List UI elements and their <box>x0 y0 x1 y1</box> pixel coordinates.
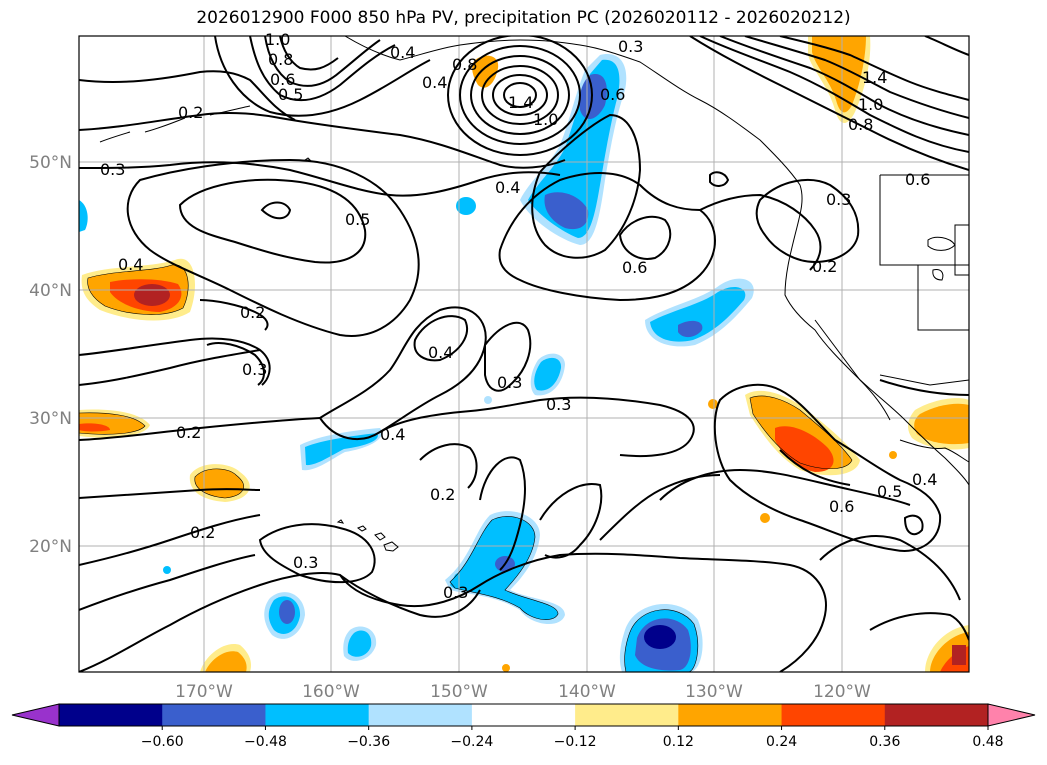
contour-label: 0.4 <box>912 470 937 489</box>
contour-label: 0.3 <box>242 360 267 379</box>
contour-label: 0.8 <box>452 55 477 74</box>
contour-label: 0.3 <box>546 395 571 414</box>
contour-label: 1.4 <box>508 93 533 112</box>
contour-label: 0.5 <box>877 482 902 501</box>
precip-outlines <box>79 264 853 672</box>
colorbar-cell <box>471 704 576 726</box>
lon-label-150w: 150°W <box>430 682 488 702</box>
graticule <box>79 36 969 672</box>
colorbar-tick-label: −0.24 <box>450 734 493 750</box>
contour-labels: 1.0 0.8 0.6 0.5 0.4 0.2 0.3 0.5 0.4 0.2 … <box>100 30 937 602</box>
lon-label-120w: 120°W <box>813 682 871 702</box>
contour-label: 0.2 <box>190 523 215 542</box>
contour-label: 0.3 <box>618 37 643 56</box>
colorbar-tick-label: 0.48 <box>972 734 1003 750</box>
lon-label-140w: 140°W <box>558 682 616 702</box>
colorbar-tick-label: 0.24 <box>766 734 797 750</box>
colorbar-cell <box>265 704 370 726</box>
colorbar-cell <box>781 704 886 726</box>
contour-label: 0.2 <box>176 423 201 442</box>
contour-label: 0.3 <box>443 583 468 602</box>
coastlines <box>99 36 969 552</box>
contour-label: 0.4 <box>390 43 415 62</box>
colorbar-tick-label: 0.36 <box>869 734 900 750</box>
contour-label: 1.4 <box>862 68 887 87</box>
colorbar-cell <box>59 704 163 726</box>
contour-label: 0.4 <box>428 343 453 362</box>
colorbar-cell <box>575 704 679 726</box>
colorbar-tick-label: −0.48 <box>244 734 287 750</box>
lat-label-30n: 30°N <box>29 409 72 429</box>
colorbar-extend-max <box>987 703 1036 727</box>
contour-label: 0.3 <box>826 190 851 209</box>
contour-label: 0.3 <box>497 373 522 392</box>
plot-title: 2026012900 F000 850 hPa PV, precipitatio… <box>196 8 851 28</box>
precip-negative-shading <box>79 54 754 672</box>
contour-label: 0.6 <box>829 497 854 516</box>
contour-label: 0.6 <box>600 85 625 104</box>
contour-label: 0.8 <box>268 50 293 69</box>
pv-contours <box>79 36 969 672</box>
contour-label: 1.0 <box>858 95 883 114</box>
colorbar: −0.60 −0.48 −0.36 −0.24 −0.12 0.12 0.24 0.36 0.4… <box>11 703 1036 750</box>
contour-label: 0.5 <box>278 85 303 104</box>
colorbar-cell <box>368 704 473 726</box>
contour-label: 0.2 <box>430 485 455 504</box>
contour-label: 0.3 <box>293 553 318 572</box>
colorbar-tick-label: 0.12 <box>663 734 694 750</box>
latitude-labels: 50°N 40°N 30°N 20°N <box>29 153 72 557</box>
contour-label: 0.6 <box>622 258 647 277</box>
lat-label-40n: 40°N <box>29 281 72 301</box>
colorbar-cell <box>162 704 266 726</box>
lon-label-170w: 170°W <box>175 682 233 702</box>
lat-label-20n: 20°N <box>29 537 72 557</box>
contour-label: 0.2 <box>812 257 837 276</box>
contour-label: 0.6 <box>905 170 930 189</box>
colorbar-cell <box>884 704 989 726</box>
contour-label: 0.8 <box>848 115 873 134</box>
contour-label: 1.0 <box>533 110 558 129</box>
lon-label-160w: 160°W <box>302 682 360 702</box>
colorbar-tick-label: −0.60 <box>141 734 184 750</box>
colorbar-frame <box>58 703 989 727</box>
contour-label: 0.6 <box>270 70 295 89</box>
contour-label: 0.2 <box>240 303 265 322</box>
contour-label: 0.5 <box>345 210 370 229</box>
contour-label: 0.4 <box>422 73 447 92</box>
contour-label: 1.0 <box>265 30 290 49</box>
contour-label: 0.2 <box>178 103 203 122</box>
colorbar-extend-min <box>11 703 60 727</box>
longitude-labels: 170°W 160°W 150°W 140°W 130°W 120°W <box>175 682 871 702</box>
lon-label-130w: 130°W <box>685 682 743 702</box>
lat-label-50n: 50°N <box>29 153 72 173</box>
colorbar-tick-label: −0.36 <box>347 734 390 750</box>
contour-label: 0.4 <box>495 178 520 197</box>
contour-label: 0.4 <box>380 425 405 444</box>
contour-label: 0.3 <box>100 160 125 179</box>
map-frame <box>78 35 970 673</box>
contour-label: 0.4 <box>118 255 143 274</box>
map-area <box>79 36 969 672</box>
colorbar-cell <box>678 704 783 726</box>
colorbar-tick-label: −0.12 <box>554 734 597 750</box>
